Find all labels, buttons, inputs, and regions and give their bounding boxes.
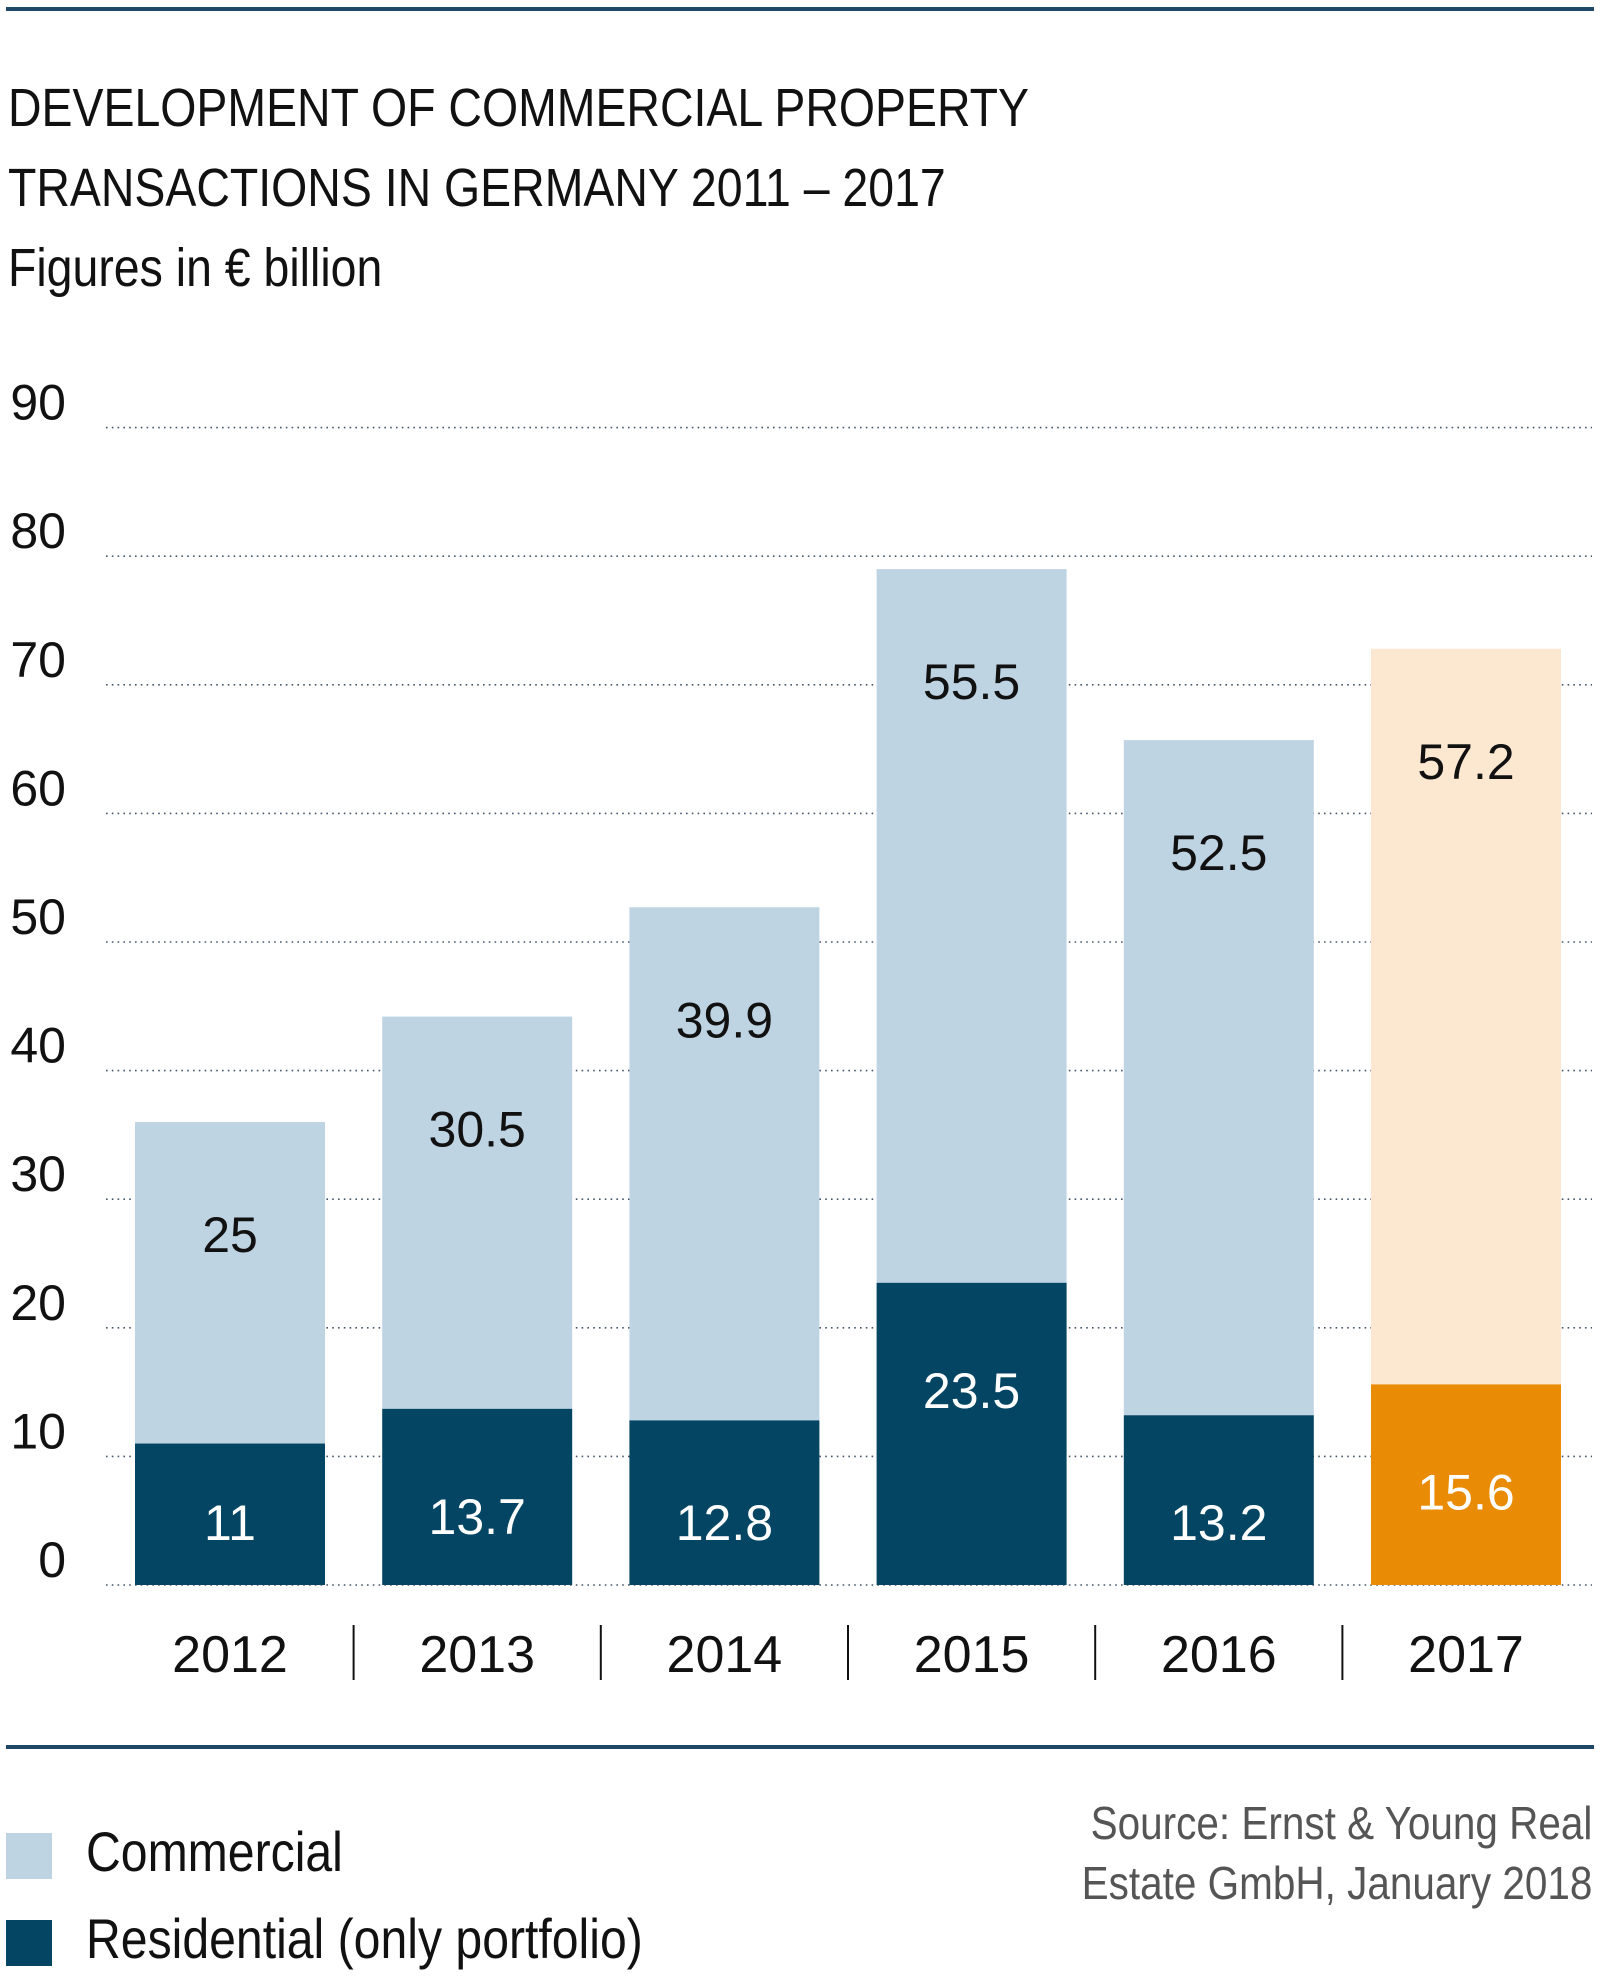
- data-label-commercial-2015: 55.5: [923, 654, 1020, 710]
- x-tick-label: 2014: [667, 1626, 783, 1684]
- data-label-residential-2017: 15.6: [1417, 1464, 1514, 1520]
- bar-residential-2012: [135, 1443, 325, 1585]
- bar-commercial-2015: [876, 569, 1067, 1283]
- y-tick-label: 40: [10, 1018, 66, 1074]
- x-axis-ticks: 2012 2013 2014 2015 2016 2017: [172, 1625, 1524, 1684]
- stacked-bar-chart: 0 10 20 30 40 50 60 70 80 90 25 11 30.5 13.7 39.9 12.8…: [10, 375, 1592, 1684]
- data-label-residential-2016: 13.2: [1170, 1495, 1267, 1551]
- data-label-commercial-2016: 52.5: [1170, 825, 1267, 881]
- chart-title-line2: TRANSACTIONS IN GERMANY 2011 – 2017: [8, 158, 946, 218]
- source-line1: Source: Ernst & Young Real: [1090, 1797, 1592, 1849]
- legend-swatch-commercial: [6, 1833, 52, 1879]
- bar-residential-2016: [1123, 1415, 1314, 1585]
- bar-residential-2017: [1371, 1384, 1561, 1585]
- legend-swatch-residential: [6, 1920, 52, 1966]
- x-tick-label: 2017: [1408, 1626, 1524, 1684]
- source-line2: Estate GmbH, January 2018: [1081, 1857, 1592, 1909]
- data-label-residential-2015: 23.5: [923, 1363, 1020, 1419]
- chart-title-line1: DEVELOPMENT OF COMMERCIAL PROPERTY: [8, 78, 1030, 138]
- y-tick-label: 60: [10, 760, 66, 816]
- data-label-commercial-2017: 57.2: [1417, 734, 1514, 790]
- x-tick-label: 2016: [1161, 1626, 1277, 1684]
- bars: [135, 569, 1561, 1585]
- x-tick-label: 2013: [419, 1626, 535, 1684]
- top-rule: [6, 7, 1594, 11]
- bar-commercial-2017: [1371, 648, 1561, 1385]
- data-label-commercial-2014: 39.9: [676, 992, 773, 1048]
- x-tick-label: 2012: [172, 1626, 288, 1684]
- data-labels: 25 11 30.5 13.7 39.9 12.8 55.5 23.5 52.5 13.2 57.2…: [202, 654, 1514, 1551]
- y-tick-label: 10: [10, 1403, 66, 1459]
- bottom-rule: [6, 1745, 1594, 1749]
- data-label-residential-2014: 12.8: [676, 1495, 773, 1551]
- data-label-commercial-2012: 25: [202, 1207, 258, 1263]
- legend-label-residential: Residential (only portfolio): [86, 1907, 643, 1970]
- legend-label-commercial: Commercial: [86, 1820, 343, 1883]
- bar-residential-2015: [876, 1282, 1067, 1585]
- data-label-residential-2013: 13.7: [429, 1489, 526, 1545]
- bar-residential-2014: [629, 1420, 820, 1585]
- y-tick-label: 50: [10, 889, 66, 945]
- bar-commercial-2012: [135, 1122, 325, 1444]
- chart-subtitle: Figures in € billion: [8, 238, 383, 298]
- y-tick-label: 90: [10, 375, 66, 431]
- y-tick-label: 0: [38, 1532, 66, 1588]
- y-tick-label: 70: [10, 632, 66, 688]
- bar-commercial-2016: [1123, 740, 1314, 1416]
- data-label-commercial-2013: 30.5: [429, 1102, 526, 1158]
- source-note: Source: Ernst & Young Real Estate GmbH, …: [1081, 1793, 1592, 1913]
- gridlines: [106, 426, 1592, 1586]
- bar-commercial-2013: [382, 1016, 573, 1409]
- y-tick-label: 20: [10, 1275, 66, 1331]
- y-axis-ticks: 0 10 20 30 40 50 60 70 80 90: [10, 375, 66, 1588]
- y-tick-label: 30: [10, 1146, 66, 1202]
- bar-commercial-2014: [629, 907, 820, 1421]
- bar-residential-2013: [382, 1408, 573, 1585]
- x-tick-label: 2015: [914, 1626, 1030, 1684]
- data-label-residential-2012: 11: [204, 1495, 256, 1551]
- y-tick-label: 80: [10, 503, 66, 559]
